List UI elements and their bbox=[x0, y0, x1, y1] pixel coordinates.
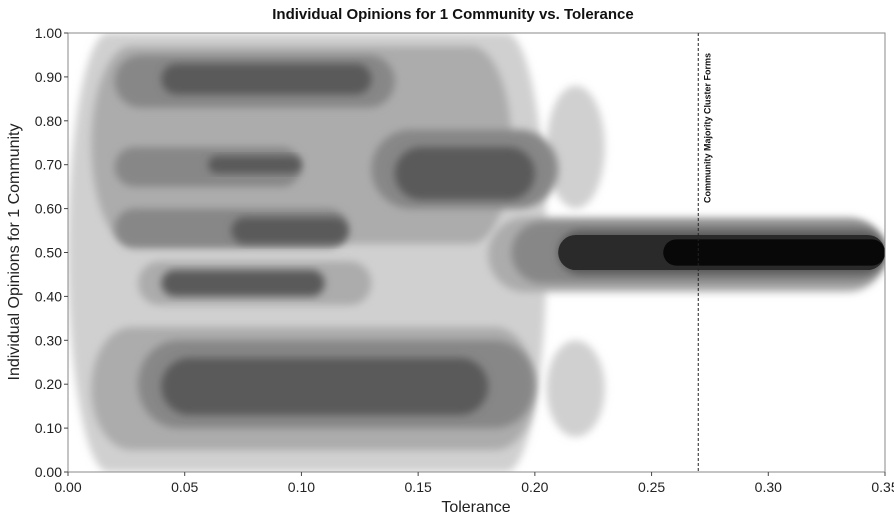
y-tick-label: 0.50 bbox=[35, 245, 62, 261]
density-region bbox=[546, 340, 605, 437]
y-tick-label: 1.00 bbox=[35, 25, 62, 41]
x-axis-label: Tolerance bbox=[441, 499, 510, 516]
x-tick-label: 0.30 bbox=[755, 479, 782, 495]
y-tick-label: 0.30 bbox=[35, 332, 62, 348]
x-axis-ticks: 0.00 0.05 0.10 0.15 0.20 0.25 0.30 0.35 bbox=[54, 472, 894, 495]
x-tick-label: 0.00 bbox=[54, 479, 81, 495]
density-regions bbox=[68, 33, 885, 472]
y-tick-label: 0.60 bbox=[35, 201, 62, 217]
annotations: Community Majority Cluster Forms bbox=[697, 33, 712, 472]
density-region bbox=[161, 357, 489, 415]
density-region bbox=[663, 239, 885, 266]
x-tick-label: 0.20 bbox=[521, 479, 548, 495]
y-tick-label: 0.10 bbox=[35, 420, 62, 436]
density-region bbox=[546, 85, 605, 209]
density-region bbox=[208, 155, 302, 174]
y-tick-label: 0.90 bbox=[35, 69, 62, 85]
x-tick-label: 0.35 bbox=[871, 479, 894, 495]
y-tick-label: 0.40 bbox=[35, 288, 62, 304]
x-tick-label: 0.15 bbox=[405, 479, 432, 495]
cluster-threshold-label: Community Majority Cluster Forms bbox=[702, 53, 712, 203]
y-tick-label: 0.70 bbox=[35, 157, 62, 173]
y-axis-ticks: 0.00 0.10 0.20 0.30 0.40 0.50 0.60 0.70 0.80 0.90… bbox=[35, 25, 68, 480]
chart-title: Individual Opinions for 1 Community vs. … bbox=[272, 6, 633, 23]
x-tick-label: 0.10 bbox=[288, 479, 315, 495]
density-region bbox=[161, 270, 325, 297]
y-tick-label: 0.00 bbox=[35, 464, 62, 480]
y-tick-label: 0.20 bbox=[35, 376, 62, 392]
x-tick-label: 0.25 bbox=[638, 479, 665, 495]
x-tick-label: 0.05 bbox=[171, 479, 198, 495]
density-region bbox=[231, 217, 349, 244]
y-axis-label: Individual Opinions for 1 Community bbox=[6, 123, 23, 380]
density-region bbox=[161, 63, 372, 95]
y-tick-label: 0.80 bbox=[35, 113, 62, 129]
density-region bbox=[394, 147, 535, 200]
